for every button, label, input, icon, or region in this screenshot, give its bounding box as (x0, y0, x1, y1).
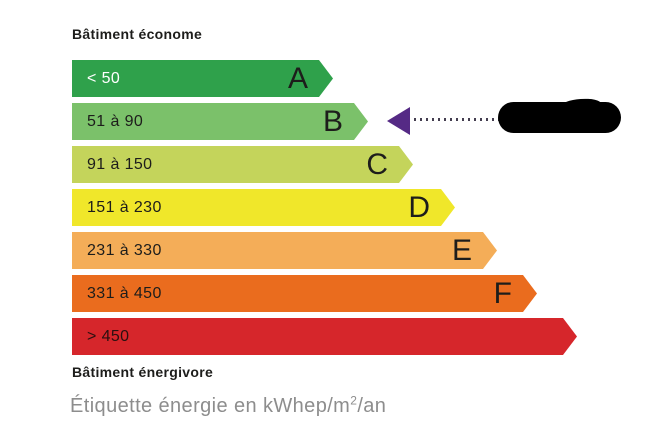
energy-range-label: 51 à 90 (87, 113, 144, 130)
energy-bar-a: < 50 A (72, 60, 333, 97)
energy-grade-letter: E (451, 234, 472, 267)
energy-range-label: 151 à 230 (87, 199, 162, 216)
energy-label-caption: Étiquette énergie en kWhep/m2/an (70, 393, 387, 418)
energy-bar-c: 91 à 150 C (72, 146, 413, 183)
energy-hungry-building-label: Bâtiment énergivore (72, 364, 214, 380)
energy-grade-letter: C (366, 148, 388, 181)
energy-range-label: < 50 (87, 70, 121, 87)
energy-grade-letter: A (287, 62, 308, 95)
energy-grade-letter: D (408, 191, 430, 224)
energy-range-label: > 450 (87, 328, 130, 345)
dotted-connector-line (414, 118, 500, 121)
energy-bar-b: 51 à 90 B (72, 103, 368, 140)
energy-grade-letter: B (322, 105, 343, 138)
energy-bar-d: 151 à 230 D (72, 189, 455, 226)
caption-suffix: /an (357, 395, 387, 417)
energy-bar-e: 231 à 330 E (72, 232, 497, 269)
economical-building-label: Bâtiment économe (72, 26, 203, 42)
caption-prefix: Étiquette énergie en kWhep/m (70, 395, 351, 417)
energy-range-label: 331 à 450 (87, 285, 162, 302)
energy-bar-f: 331 à 450 F (72, 275, 537, 312)
left-arrowhead-icon (387, 107, 410, 135)
energy-bar-g: > 450 (72, 318, 577, 355)
energy-range-label: 91 à 150 (87, 156, 153, 173)
redacted-value-blob (498, 102, 621, 133)
energy-grade-letter: F (493, 277, 512, 310)
energy-range-label: 231 à 330 (87, 242, 162, 259)
caption-superscript: 2 (350, 393, 358, 408)
